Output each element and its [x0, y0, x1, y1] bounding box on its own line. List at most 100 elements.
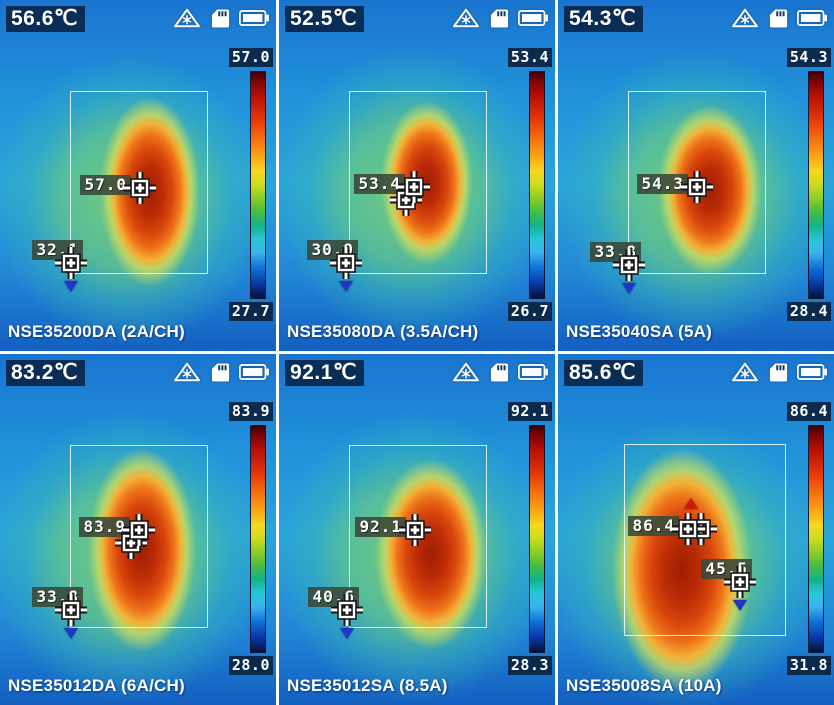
crosshair-icon — [330, 247, 362, 279]
color-scale-bar — [250, 425, 266, 653]
cold-spot-down-arrow-icon — [339, 281, 353, 292]
status-icon-bar — [451, 361, 548, 383]
crosshair-icon — [123, 514, 155, 546]
cold-spot-marker: 40.6 — [308, 587, 364, 639]
thermal-panel: 92.1℃ — [279, 354, 555, 705]
temperature-readout: 56.6℃ — [6, 6, 85, 32]
color-scale-bar — [808, 71, 824, 299]
model-label: NSE35008SA (10A) — [566, 676, 722, 695]
model-label: NSE35080DA (3.5A/CH) — [287, 322, 479, 341]
cold-spot-marker: 32.1 — [32, 240, 88, 292]
status-icon-bar — [730, 361, 827, 383]
model-label: NSE35012SA (8.5A) — [287, 676, 448, 695]
cold-spot-marker: 45.5 — [701, 559, 757, 611]
battery-icon — [797, 364, 827, 380]
sd-card-icon — [769, 8, 788, 29]
hot-spot-marker: 92.1 — [355, 513, 432, 547]
thermal-panel: 85.6℃ — [558, 354, 834, 705]
cold-spot-down-arrow-icon — [622, 283, 636, 294]
laser-warning-icon — [451, 361, 481, 383]
temperature-readout: 52.5℃ — [285, 6, 364, 32]
scale-min-label: 27.7 — [228, 302, 273, 321]
hot-spot-marker: 86.4 — [628, 498, 717, 546]
sd-card-icon — [490, 362, 509, 383]
hot-spot-marker: 54.3 — [637, 170, 714, 204]
scale-max-label: 86.4 — [786, 402, 831, 421]
battery-icon — [518, 364, 548, 380]
temperature-readout-value: 83.2℃ — [11, 361, 78, 384]
temperature-readout: 54.3℃ — [564, 6, 643, 32]
crosshair-icon — [331, 594, 363, 626]
status-icon-bar — [172, 7, 269, 29]
crosshair-icon — [681, 171, 713, 203]
battery-icon — [797, 10, 827, 26]
scale-min-label: 28.4 — [786, 302, 831, 321]
status-icon-bar — [451, 7, 548, 29]
scale-min-label: 26.7 — [507, 302, 552, 321]
laser-warning-icon — [730, 7, 760, 29]
color-scale-bar — [808, 425, 824, 653]
temperature-readout: 85.6℃ — [564, 360, 643, 386]
scale-min-label: 28.3 — [507, 656, 552, 675]
hot-spot-label: 92.1 — [355, 517, 406, 537]
temperature-readout-value: 56.6℃ — [11, 7, 78, 30]
temperature-readout-value: 85.6℃ — [569, 361, 636, 384]
scale-max-label: 92.1 — [507, 402, 552, 421]
sd-card-icon — [490, 8, 509, 29]
temperature-readout-value: 54.3℃ — [569, 7, 636, 30]
color-scale-bar — [529, 425, 545, 653]
crosshair-icon — [399, 514, 431, 546]
thermal-panel: 52.5℃ — [279, 0, 555, 351]
measurement-area-box — [349, 445, 487, 628]
crosshair-icon — [55, 594, 87, 626]
scale-max-label: 53.4 — [507, 48, 552, 67]
measurement-area-box — [70, 445, 208, 628]
cold-spot-marker: 33.8 — [590, 242, 646, 294]
hot-spot-label: 54.3 — [637, 174, 688, 194]
crosshair-icon — [672, 513, 704, 545]
crosshair-icon — [124, 172, 156, 204]
cold-spot-marker: 33.8 — [32, 587, 88, 639]
hot-spot-label: 86.4 — [628, 516, 679, 536]
cold-spot-down-arrow-icon — [733, 600, 747, 611]
laser-warning-icon — [451, 7, 481, 29]
cold-spot-marker: 30.9 — [307, 240, 363, 292]
status-icon-bar — [172, 361, 269, 383]
color-scale-bar — [250, 71, 266, 299]
color-scale-bar — [529, 71, 545, 299]
hot-spot-marker: 57.0 — [80, 171, 157, 205]
thermal-panel: 83.2℃ — [0, 354, 276, 705]
cold-spot-down-arrow-icon — [340, 628, 354, 639]
measurement-area-box — [349, 91, 487, 274]
hot-spot-label: 83.9 — [79, 517, 130, 537]
battery-icon — [239, 364, 269, 380]
crosshair-icon — [724, 566, 756, 598]
thermal-panel: 54.3℃ — [558, 0, 834, 351]
battery-icon — [239, 10, 269, 26]
hot-spot-marker: 83.9 — [79, 513, 156, 559]
temperature-readout: 83.2℃ — [6, 360, 85, 386]
sd-card-icon — [211, 8, 230, 29]
laser-warning-icon — [172, 361, 202, 383]
hot-spot-label: 53.4 — [354, 174, 405, 194]
status-icon-bar — [730, 7, 827, 29]
hot-spot-up-arrow-icon — [683, 498, 698, 509]
model-label: NSE35200DA (2A/CH) — [8, 322, 185, 341]
measurement-area-box — [70, 91, 208, 274]
temperature-readout: 92.1℃ — [285, 360, 364, 386]
sd-card-icon — [769, 362, 788, 383]
crosshair-icon — [613, 249, 645, 281]
temperature-readout-value: 52.5℃ — [290, 7, 357, 30]
hot-spot-marker: 53.4 — [354, 170, 431, 216]
battery-icon — [518, 10, 548, 26]
laser-warning-icon — [730, 361, 760, 383]
model-label: NSE35012DA (6A/CH) — [8, 676, 185, 695]
scale-max-label: 54.3 — [786, 48, 831, 67]
model-label: NSE35040SA (5A) — [566, 322, 712, 341]
crosshair-icon — [55, 247, 87, 279]
scale-max-label: 57.0 — [228, 48, 273, 67]
scale-max-label: 83.9 — [228, 402, 273, 421]
cold-spot-down-arrow-icon — [64, 281, 78, 292]
hot-spot-label: 57.0 — [80, 175, 131, 195]
